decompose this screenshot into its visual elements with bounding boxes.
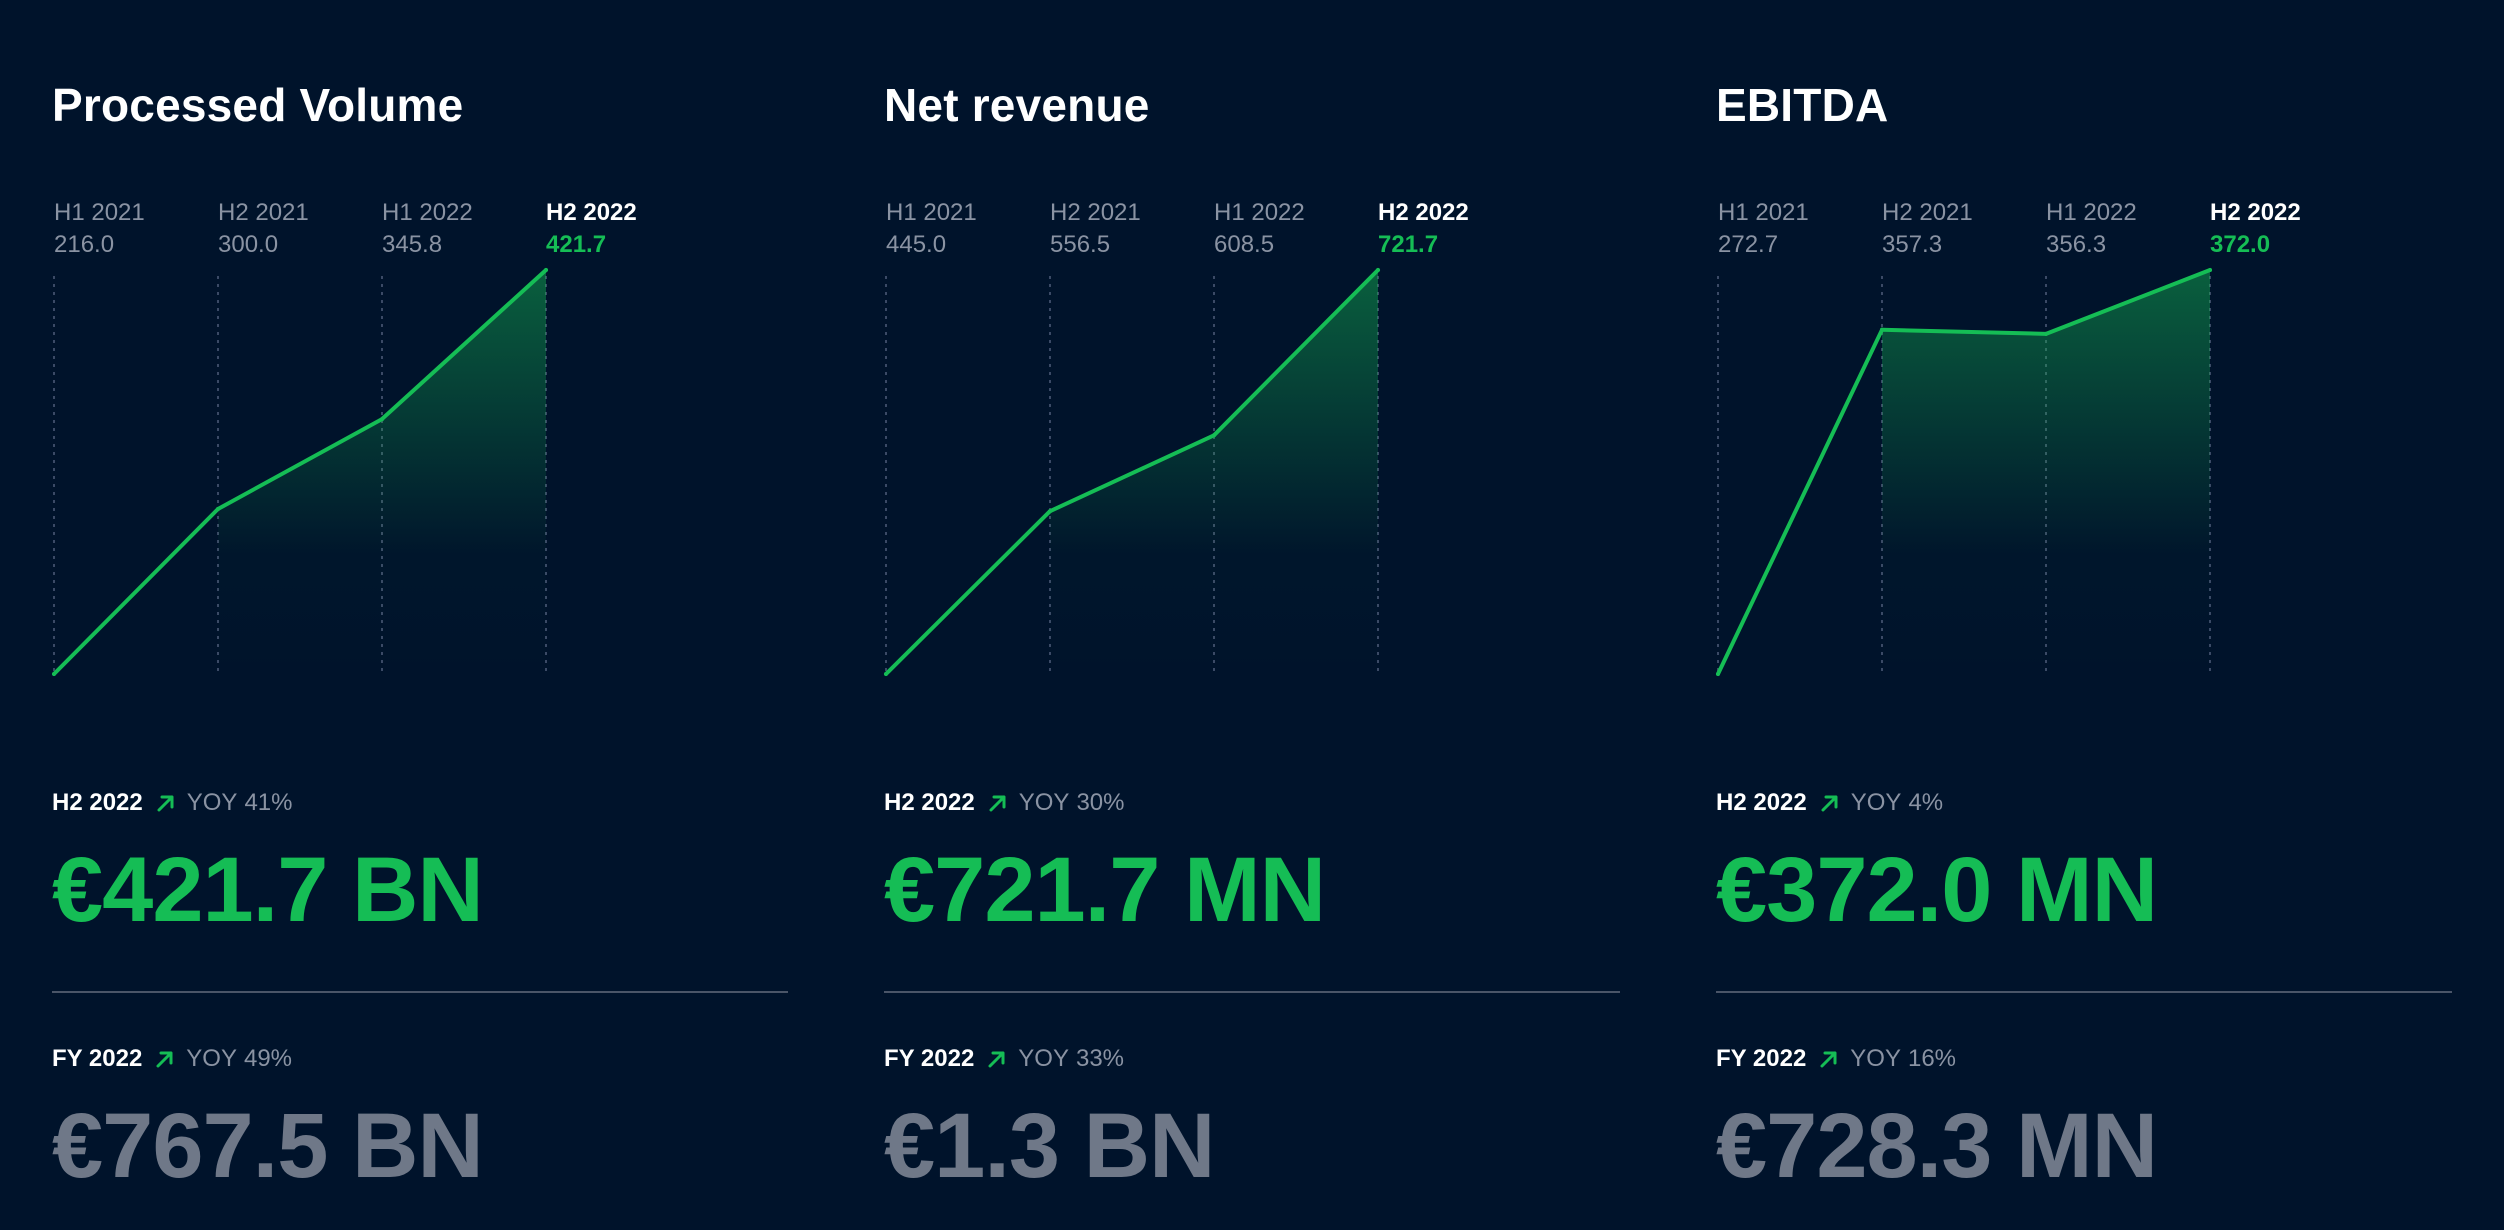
category-label: H1 2022 — [2046, 199, 2137, 226]
series-line-segment — [1880, 327, 2048, 336]
fy-value: €767.5 BN — [52, 1095, 484, 1197]
data-point — [2208, 268, 2212, 272]
h2-summary-line: H2 2022 YOY 30% — [884, 788, 1124, 818]
value-label: 556.5 — [1050, 231, 1110, 258]
divider — [1716, 991, 2452, 993]
series-line-segment — [52, 507, 220, 676]
arrow-up-right-icon — [156, 1051, 173, 1068]
h2-value: €372.0 MN — [1716, 839, 2158, 941]
data-point — [1716, 672, 1720, 676]
arrow-up-right-icon — [1820, 1051, 1837, 1068]
fy-summary-line: FY 2022 YOY 33% — [884, 1044, 1124, 1074]
data-point — [216, 507, 220, 512]
category-label: H2 2021 — [218, 199, 309, 226]
category-label: H2 2021 — [1050, 199, 1141, 226]
series-line-segment — [1212, 268, 1380, 438]
value-label: 272.7 — [1718, 231, 1778, 258]
series-line-segment — [1048, 433, 1216, 514]
period-label: FY 2022 — [884, 1045, 975, 1072]
h2-value: €721.7 MN — [884, 839, 1326, 941]
category-label: H1 2021 — [1718, 199, 1809, 226]
panel-processed-volume: Processed Volume H1 2021 216.0 H2 2021 300.… — [52, 0, 788, 1230]
category-label: H1 2021 — [54, 199, 145, 226]
period-label: H2 2022 — [52, 789, 143, 816]
period-label: H2 2022 — [1716, 789, 1807, 816]
data-point — [2044, 331, 2048, 336]
series-area — [1882, 270, 2210, 675]
category-label: H2 2022 — [2210, 199, 2301, 226]
value-label: 372.0 — [2210, 231, 2270, 258]
value-label: 608.5 — [1214, 231, 1274, 258]
value-label: 445.0 — [886, 231, 946, 258]
arrow-up-right-icon — [989, 795, 1006, 812]
yoy-value: 33% — [1075, 1045, 1125, 1072]
arrow-up-right-icon — [988, 1051, 1005, 1068]
data-point — [380, 417, 384, 422]
fy-summary-line: FY 2022 YOY 49% — [52, 1044, 292, 1074]
category-label: H2 2022 — [546, 199, 637, 226]
yoy-value: 41% — [244, 789, 293, 816]
period-label: FY 2022 — [1716, 1045, 1807, 1072]
category-label: H1 2022 — [382, 199, 473, 226]
yoy-label: YOY — [1018, 789, 1070, 816]
yoy-value: 30% — [1076, 789, 1125, 816]
series-line-segment — [2044, 268, 2212, 336]
data-point — [1212, 433, 1216, 438]
panel-title: Net revenue — [884, 79, 1150, 131]
panel-net-revenue: Net revenue H1 2021 445.0 H2 2021 556.5 H1 2… — [884, 0, 1620, 1230]
value-label: 216.0 — [54, 231, 114, 258]
category-label: H2 2021 — [1882, 199, 1973, 226]
value-label: 721.7 — [1378, 231, 1438, 258]
value-label: 300.0 — [218, 231, 278, 258]
data-point — [544, 268, 548, 272]
series-line-segment — [380, 268, 548, 422]
fy-value: €1.3 BN — [884, 1095, 1215, 1197]
h2-summary-line: H2 2022 YOY 4% — [1716, 788, 1943, 818]
data-point — [1376, 268, 1380, 272]
chart-processed-volume: H1 2021 216.0 H2 2021 300.0 H1 2022 345.8 H2 2… — [52, 199, 637, 676]
category-label: H1 2021 — [886, 199, 977, 226]
yoy-value: 16% — [1907, 1045, 1957, 1072]
fy-summary-line: FY 2022 YOY 16% — [1716, 1044, 1956, 1074]
panel-title: EBITDA — [1716, 79, 1889, 131]
category-label: H2 2022 — [1378, 199, 1469, 226]
value-label: 356.3 — [2046, 231, 2106, 258]
data-point — [52, 672, 56, 676]
value-label: 357.3 — [1882, 231, 1942, 258]
panel-ebitda: EBITDA H1 2021 272.7 H2 2021 357.3 H1 2022 35… — [1716, 0, 2452, 1230]
value-label: 421.7 — [546, 231, 606, 258]
yoy-value: 4% — [1908, 789, 1944, 816]
h2-value: €421.7 BN — [52, 839, 484, 941]
data-point — [1048, 509, 1052, 514]
yoy-label: YOY — [1018, 1045, 1069, 1072]
data-point — [1880, 327, 1884, 332]
series-line-segment — [216, 417, 384, 512]
data-point — [884, 672, 888, 676]
chart-net-revenue: H1 2021 445.0 H2 2021 556.5 H1 2022 608.5 H2 2… — [884, 199, 1469, 676]
fy-value: €728.3 MN — [1716, 1095, 2158, 1197]
yoy-value: 49% — [243, 1045, 293, 1072]
divider — [52, 991, 788, 993]
yoy-label: YOY — [186, 789, 238, 816]
yoy-label: YOY — [1850, 789, 1902, 816]
period-label: H2 2022 — [884, 789, 975, 816]
chart-ebitda: H1 2021 272.7 H2 2021 357.3 H1 2022 356.3 H2 2… — [1716, 199, 2301, 676]
yoy-label: YOY — [1850, 1045, 1901, 1072]
arrow-up-right-icon — [157, 795, 174, 812]
divider — [884, 991, 1620, 993]
yoy-label: YOY — [186, 1045, 237, 1072]
category-label: H1 2022 — [1214, 199, 1305, 226]
value-label: 345.8 — [382, 231, 442, 258]
period-label: FY 2022 — [52, 1045, 143, 1072]
series-area — [218, 270, 546, 675]
series-area — [1050, 270, 1378, 675]
panel-title: Processed Volume — [52, 79, 464, 131]
series-line-segment — [1716, 327, 1884, 676]
h2-summary-line: H2 2022 YOY 41% — [52, 788, 292, 818]
arrow-up-right-icon — [1821, 795, 1838, 812]
series-line-segment — [884, 509, 1052, 676]
